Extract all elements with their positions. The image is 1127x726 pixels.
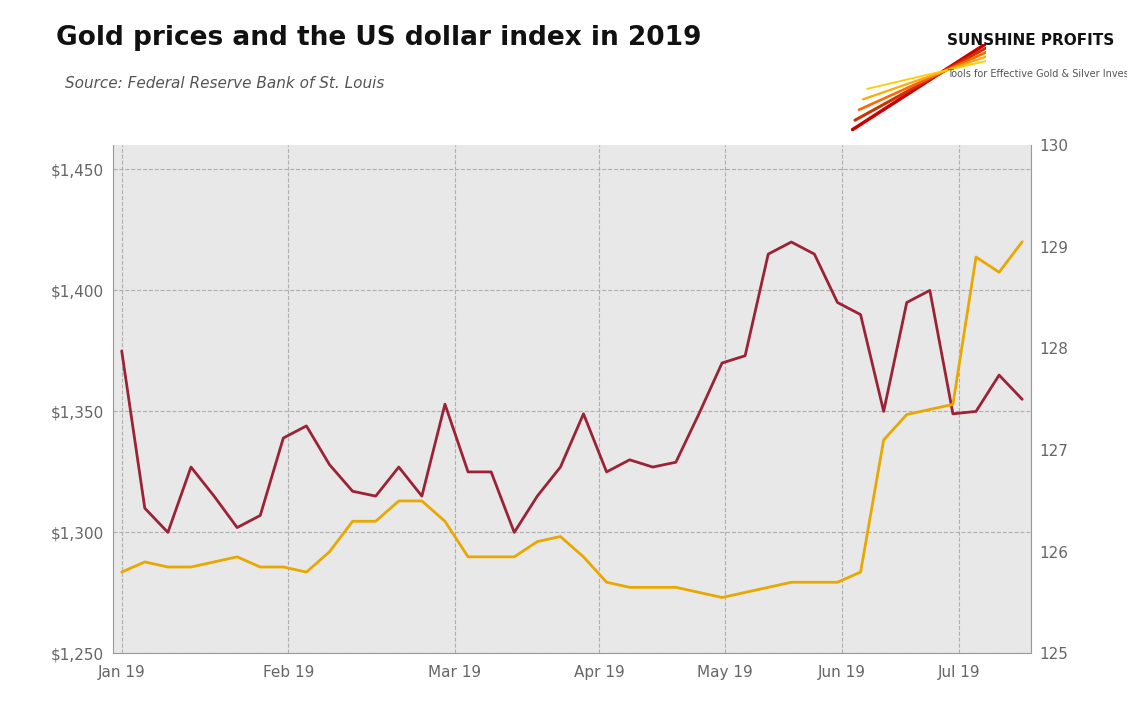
Text: SUNSHINE PROFITS: SUNSHINE PROFITS [947, 33, 1113, 48]
Text: Source: Federal Reserve Bank of St. Louis: Source: Federal Reserve Bank of St. Loui… [65, 76, 384, 91]
Text: Tools for Effective Gold & Silver Investments: Tools for Effective Gold & Silver Invest… [947, 69, 1127, 79]
Text: Gold prices and the US dollar index in 2019: Gold prices and the US dollar index in 2… [56, 25, 702, 52]
